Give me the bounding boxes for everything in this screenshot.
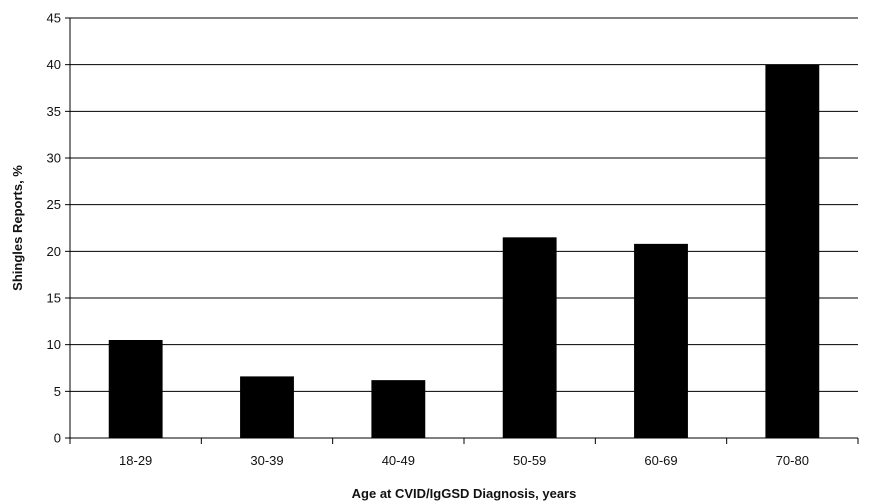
y-tick-label: 35	[47, 104, 61, 119]
axes	[69, 18, 858, 439]
bar-60-69	[634, 243, 688, 438]
x-tick-label: 50-59	[513, 453, 546, 468]
y-tick-label: 5	[54, 384, 61, 399]
bar-70-80	[765, 64, 820, 439]
y-tick-label: 45	[47, 11, 61, 26]
y-axis-ticks: 0 5 10 15 20 25 30 35 40 45	[47, 11, 70, 446]
x-axis-title: Age at CVID/IgGSD Diagnosis, years	[352, 486, 577, 501]
x-tick-label: 40-49	[382, 453, 415, 468]
y-tick-label: 15	[47, 291, 61, 306]
gridlines	[70, 17, 858, 392]
y-tick-label: 30	[47, 151, 61, 166]
bar-40-49	[371, 380, 426, 438]
y-tick-label: 25	[47, 197, 61, 212]
y-tick-label: 40	[47, 57, 61, 72]
y-axis-title: Shingles Reports, %	[10, 165, 25, 291]
bars	[108, 64, 820, 439]
bar-18-29	[108, 340, 163, 438]
x-tick-label: 60-69	[644, 453, 677, 468]
x-axis-ticks: 18-29 30-39 40-49 50-59 60-69 70-80	[69, 438, 859, 468]
y-tick-label: 0	[54, 431, 61, 446]
x-tick-label: 30-39	[250, 453, 283, 468]
bar-50-59	[502, 237, 557, 438]
y-tick-label: 10	[47, 337, 61, 352]
bar-30-39	[240, 376, 294, 438]
x-tick-label: 18-29	[119, 453, 152, 468]
y-tick-label: 20	[47, 244, 61, 259]
x-tick-label: 70-80	[776, 453, 809, 468]
